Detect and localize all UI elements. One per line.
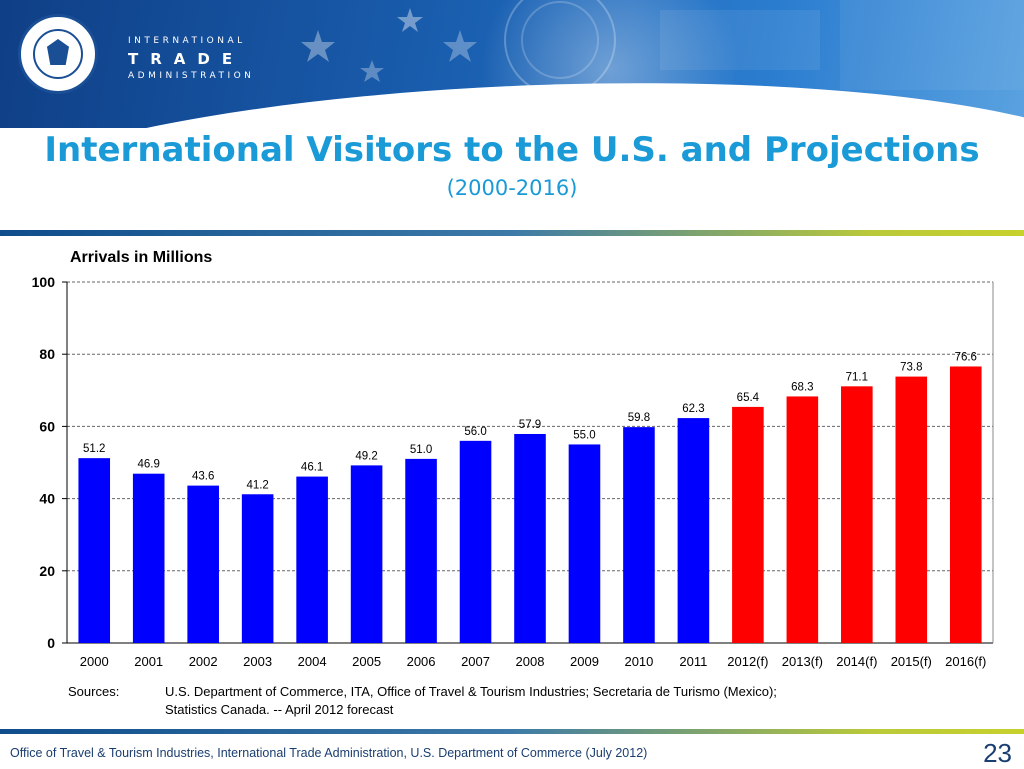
y-tick-label: 100 bbox=[32, 274, 56, 290]
ita-logo-line1: INTERNATIONAL bbox=[128, 36, 246, 46]
bar bbox=[677, 418, 710, 643]
data-label: 62.3 bbox=[682, 403, 704, 415]
y-tick-label: 40 bbox=[39, 491, 55, 507]
x-tick-label: 2004 bbox=[298, 654, 327, 669]
x-tick-label: 2002 bbox=[189, 654, 218, 669]
seal-ring bbox=[33, 29, 83, 79]
bar bbox=[296, 476, 328, 643]
sources-label: Sources: bbox=[68, 684, 120, 699]
page-number: 23 bbox=[983, 738, 1012, 768]
y-tick-label: 20 bbox=[39, 563, 55, 579]
data-label: 49.2 bbox=[355, 450, 377, 462]
data-label: 46.9 bbox=[138, 459, 160, 471]
data-label: 46.1 bbox=[301, 462, 323, 474]
data-label: 73.8 bbox=[900, 362, 922, 374]
sources-text: U.S. Department of Commerce, ITA, Office… bbox=[165, 683, 945, 719]
sources-line2: Statistics Canada. -- April 2012 forecas… bbox=[165, 702, 394, 717]
bar-chart: 0 20 40 60 80 100 51.2 2000 46.9 2001 43.6 2002 41.2… bbox=[32, 274, 994, 669]
bar bbox=[514, 433, 546, 643]
x-tick-label: 2005 bbox=[352, 654, 381, 669]
bar bbox=[187, 485, 219, 643]
header-banner: INTERNATIONAL TRADE ADMINISTRATION bbox=[0, 0, 1024, 128]
chart-y-axis-label: Arrivals in Millions bbox=[70, 249, 213, 266]
x-tick-label: 2008 bbox=[516, 654, 545, 669]
ita-logo-line2: TRADE bbox=[128, 50, 245, 68]
ita-logo-line3: ADMINISTRATION bbox=[128, 71, 255, 81]
bar bbox=[623, 427, 655, 643]
bar bbox=[132, 473, 165, 643]
x-tick-label: 2003 bbox=[243, 654, 272, 669]
data-label: 76.6 bbox=[955, 351, 977, 363]
bar bbox=[405, 458, 437, 643]
y-tick-label: 0 bbox=[47, 635, 55, 651]
data-label: 57.9 bbox=[519, 419, 541, 431]
bar bbox=[786, 396, 819, 643]
data-label: 51.0 bbox=[410, 444, 432, 456]
data-label: 43.6 bbox=[192, 471, 214, 483]
bar bbox=[459, 440, 492, 643]
data-label: 68.3 bbox=[791, 381, 813, 393]
footer-credit: Office of Travel & Tourism Industries, I… bbox=[10, 746, 648, 760]
slide-subtitle: (2000-2016) bbox=[446, 176, 578, 200]
x-tick-label: 2014(f) bbox=[836, 654, 877, 669]
x-tick-label: 2006 bbox=[407, 654, 436, 669]
bar bbox=[949, 366, 982, 643]
y-tick-label: 60 bbox=[39, 418, 55, 434]
x-tick-label: 2000 bbox=[80, 654, 109, 669]
ita-logo-text: INTERNATIONAL TRADE ADMINISTRATION bbox=[128, 36, 254, 81]
x-tick-label: 2011 bbox=[679, 654, 707, 669]
data-label: 51.2 bbox=[83, 443, 105, 455]
bar bbox=[841, 386, 873, 643]
top-divider bbox=[0, 230, 1024, 236]
x-tick-label: 2016(f) bbox=[945, 654, 986, 669]
x-tick-label: 2009 bbox=[570, 654, 599, 669]
data-label: 55.0 bbox=[573, 429, 595, 441]
x-tick-label: 2001 bbox=[134, 654, 163, 669]
bar bbox=[241, 494, 274, 643]
x-tick-label: 2013(f) bbox=[782, 654, 823, 669]
data-label: 56.0 bbox=[464, 426, 486, 438]
data-label: 59.8 bbox=[628, 412, 650, 424]
y-tick-label: 80 bbox=[39, 346, 55, 362]
bar bbox=[732, 406, 764, 643]
sources-line1: U.S. Department of Commerce, ITA, Office… bbox=[165, 684, 777, 699]
bar bbox=[895, 376, 928, 643]
data-label: 65.4 bbox=[737, 392, 760, 404]
eagle-icon bbox=[47, 39, 69, 65]
data-label: 71.1 bbox=[846, 371, 868, 383]
bottom-divider bbox=[0, 729, 1024, 734]
department-of-commerce-seal-icon bbox=[18, 14, 98, 94]
x-tick-label: 2015(f) bbox=[891, 654, 932, 669]
x-tick-label: 2012(f) bbox=[727, 654, 768, 669]
data-label: 41.2 bbox=[246, 479, 268, 491]
bar bbox=[350, 465, 383, 643]
banner-stars-decoration bbox=[301, 0, 1024, 96]
bar bbox=[568, 444, 601, 643]
bar bbox=[78, 458, 111, 643]
slide-title: International Visitors to the U.S. and P… bbox=[44, 130, 980, 170]
x-tick-label: 2007 bbox=[461, 654, 490, 669]
x-tick-label: 2010 bbox=[624, 654, 653, 669]
